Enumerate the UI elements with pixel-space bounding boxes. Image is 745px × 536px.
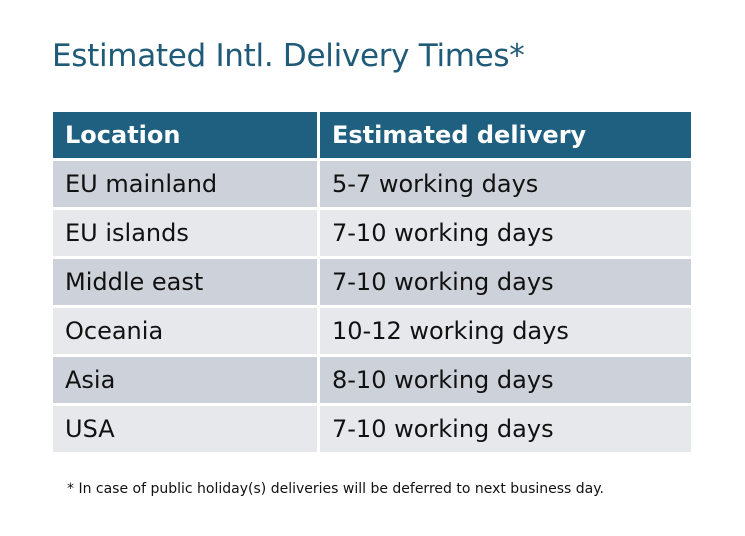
table-row: EU islands 7-10 working days bbox=[53, 210, 691, 256]
page-title: Estimated Intl. Delivery Times* bbox=[52, 38, 525, 74]
table-row: Middle east 7-10 working days bbox=[53, 259, 691, 305]
delivery-cell: 8-10 working days bbox=[320, 357, 691, 403]
table-row: Asia 8-10 working days bbox=[53, 357, 691, 403]
delivery-table: Location Estimated delivery EU mainland … bbox=[50, 109, 694, 455]
header-location: Location bbox=[53, 112, 317, 158]
delivery-cell: 7-10 working days bbox=[320, 210, 691, 256]
delivery-cell: 10-12 working days bbox=[320, 308, 691, 354]
location-cell: EU islands bbox=[53, 210, 317, 256]
location-cell: USA bbox=[53, 406, 317, 452]
header-estimated-delivery: Estimated delivery bbox=[320, 112, 691, 158]
delivery-cell: 7-10 working days bbox=[320, 406, 691, 452]
delivery-cell: 5-7 working days bbox=[320, 161, 691, 207]
location-cell: Asia bbox=[53, 357, 317, 403]
delivery-cell: 7-10 working days bbox=[320, 259, 691, 305]
location-cell: Middle east bbox=[53, 259, 317, 305]
table-header: Location Estimated delivery bbox=[53, 112, 691, 158]
table-row: EU mainland 5-7 working days bbox=[53, 161, 691, 207]
table-row: USA 7-10 working days bbox=[53, 406, 691, 452]
footnote: * In case of public holiday(s) deliverie… bbox=[67, 481, 604, 497]
location-cell: Oceania bbox=[53, 308, 317, 354]
location-cell: EU mainland bbox=[53, 161, 317, 207]
table-row: Oceania 10-12 working days bbox=[53, 308, 691, 354]
